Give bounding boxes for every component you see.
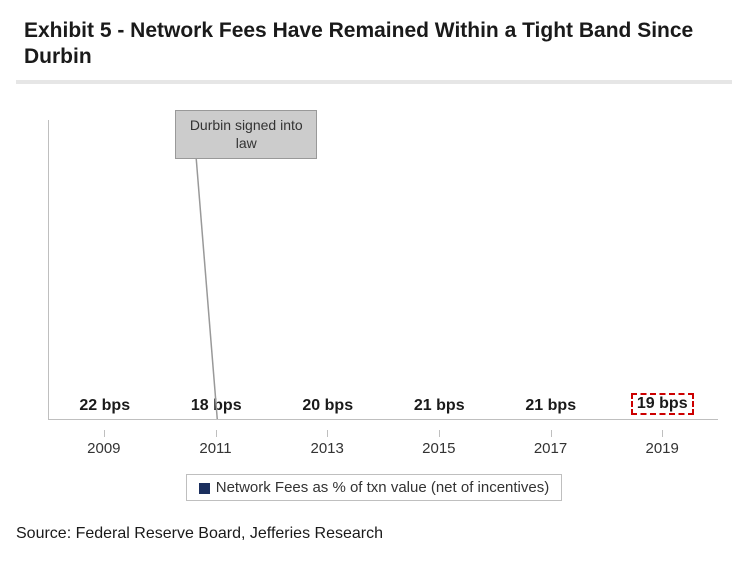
legend-label: Network Fees as % of txn value (net of i… <box>216 479 549 496</box>
x-axis-label: 2017 <box>495 430 607 460</box>
plot-area: 22 bps18 bps20 bps21 bps21 bps19 bps Dur… <box>48 120 718 420</box>
x-axis-label: 2011 <box>160 430 272 460</box>
x-axis-label: 2015 <box>383 430 495 460</box>
x-axis-label: 2019 <box>606 430 718 460</box>
x-axis-label: 2009 <box>48 430 160 460</box>
x-axis: 200920112013201520172019 <box>48 430 718 460</box>
source-text: Source: Federal Reserve Board, Jefferies… <box>16 525 383 543</box>
bar-chart: 22 bps18 bps20 bps21 bps21 bps19 bps Dur… <box>48 120 718 460</box>
bar-value-label: 20 bps <box>302 397 353 415</box>
legend-swatch <box>199 483 210 494</box>
bar-value-label: 21 bps <box>525 397 576 415</box>
bars-container: 22 bps 18 bps 20 bps 21 bps 21 bps 19 bps <box>49 120 718 419</box>
bar-value-label: 22 bps <box>79 397 130 415</box>
title-divider <box>16 80 732 84</box>
legend-box: Network Fees as % of txn value (net of i… <box>186 474 562 501</box>
bar-value-label: 21 bps <box>414 397 465 415</box>
bar-value-label: 19 bps <box>631 393 694 415</box>
legend: Network Fees as % of txn value (net of i… <box>0 474 748 501</box>
chart-title: Exhibit 5 - Network Fees Have Remained W… <box>24 18 724 71</box>
bar-value-label: 18 bps <box>191 397 242 415</box>
durbin-callout: Durbin signed into law <box>175 110 317 159</box>
x-axis-label: 2013 <box>271 430 383 460</box>
